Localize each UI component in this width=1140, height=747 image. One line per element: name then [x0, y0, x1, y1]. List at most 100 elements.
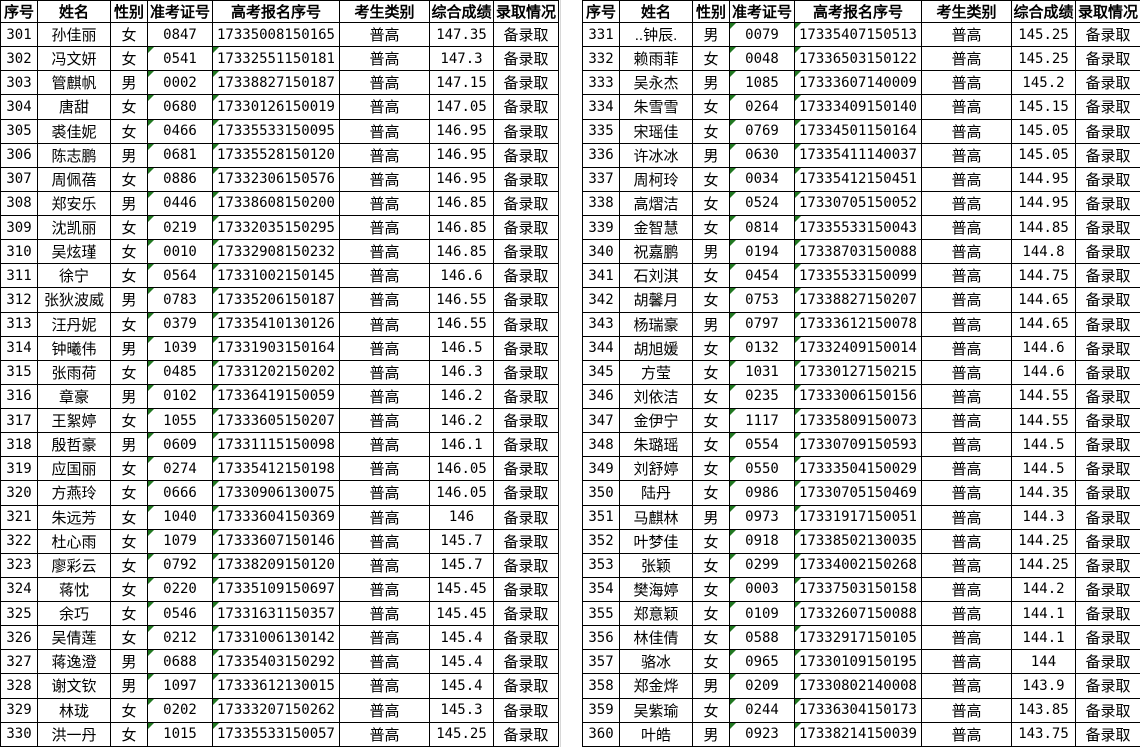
cell-gender[interactable]: 男: [692, 142, 730, 168]
cell-name[interactable]: 朱璐瑶: [619, 432, 693, 458]
cell-name[interactable]: 郑金烨: [619, 673, 693, 699]
cell-ticket[interactable]: 0886: [147, 166, 213, 192]
cell-name[interactable]: 林佳倩: [619, 625, 693, 651]
cell-score[interactable]: 144.85: [1011, 214, 1076, 241]
column-header-name[interactable]: 姓名: [619, 0, 693, 23]
cell-ticket[interactable]: 0814: [729, 214, 795, 241]
cell-reg[interactable]: 17338209150120: [212, 552, 340, 578]
cell-gender[interactable]: 女: [110, 504, 148, 530]
cell-type[interactable]: 普高: [339, 456, 430, 482]
cell-gender[interactable]: 男: [110, 190, 148, 217]
cell-status[interactable]: 备录取: [1075, 166, 1140, 192]
cell-reg[interactable]: 17330126150019: [212, 94, 340, 120]
cell-score[interactable]: 144.5: [1011, 456, 1076, 482]
cell-ticket[interactable]: 0797: [729, 311, 795, 337]
cell-no[interactable]: 304: [0, 94, 38, 120]
cell-gender[interactable]: 女: [110, 625, 148, 651]
cell-score[interactable]: 144.25: [1011, 552, 1076, 578]
cell-status[interactable]: 备录取: [493, 166, 559, 192]
cell-reg[interactable]: 17330705150469: [794, 480, 922, 506]
cell-type[interactable]: 普高: [921, 287, 1012, 313]
cell-no[interactable]: 359: [582, 697, 620, 723]
cell-ticket[interactable]: 0235: [729, 383, 795, 410]
cell-type[interactable]: 普高: [921, 94, 1012, 120]
cell-name[interactable]: 朱远芳: [37, 504, 111, 530]
cell-type[interactable]: 普高: [921, 383, 1012, 410]
cell-status[interactable]: 备录取: [493, 480, 559, 506]
cell-type[interactable]: 普高: [921, 190, 1012, 217]
cell-score[interactable]: 145.3: [429, 697, 494, 723]
column-header-no[interactable]: 序号: [0, 0, 38, 23]
cell-name[interactable]: 刘舒婷: [619, 456, 693, 482]
cell-name[interactable]: 赖雨菲: [619, 46, 693, 72]
cell-type[interactable]: 普高: [339, 311, 430, 337]
cell-ticket[interactable]: 0973: [729, 504, 795, 530]
cell-score[interactable]: 143.85: [1011, 697, 1076, 723]
cell-type[interactable]: 普高: [921, 625, 1012, 651]
cell-gender[interactable]: 女: [110, 407, 148, 434]
cell-type[interactable]: 普高: [339, 46, 430, 72]
cell-gender[interactable]: 女: [692, 528, 730, 554]
cell-score[interactable]: 146.85: [429, 190, 494, 217]
cell-gender[interactable]: 男: [692, 70, 730, 96]
cell-status[interactable]: 备录取: [1075, 576, 1140, 603]
cell-type[interactable]: 普高: [339, 166, 430, 192]
cell-no[interactable]: 332: [582, 46, 620, 72]
cell-score[interactable]: 144.6: [1011, 359, 1076, 385]
cell-name[interactable]: 冯文妍: [37, 46, 111, 72]
cell-type[interactable]: 普高: [339, 335, 430, 361]
cell-score[interactable]: 144.2: [1011, 576, 1076, 603]
cell-ticket[interactable]: 0209: [729, 673, 795, 699]
cell-score[interactable]: 146.95: [429, 166, 494, 192]
cell-name[interactable]: 刘依洁: [619, 383, 693, 410]
cell-ticket[interactable]: 0264: [729, 94, 795, 120]
column-header-score[interactable]: 综合成绩: [429, 0, 494, 23]
cell-gender[interactable]: 男: [692, 673, 730, 699]
cell-no[interactable]: 323: [0, 552, 38, 578]
cell-status[interactable]: 备录取: [493, 142, 559, 168]
cell-status[interactable]: 备录取: [493, 600, 559, 627]
cell-no[interactable]: 342: [582, 287, 620, 313]
cell-no[interactable]: 316: [0, 383, 38, 410]
cell-no[interactable]: 317: [0, 407, 38, 434]
cell-ticket[interactable]: 0220: [147, 576, 213, 603]
cell-reg[interactable]: 17330802140008: [794, 673, 922, 699]
cell-ticket[interactable]: 0564: [147, 263, 213, 289]
cell-score[interactable]: 144.55: [1011, 383, 1076, 410]
cell-name[interactable]: 汪丹妮: [37, 311, 111, 337]
cell-name[interactable]: 金伊宁: [619, 407, 693, 434]
cell-name[interactable]: ..钟辰.: [619, 21, 693, 48]
cell-status[interactable]: 备录取: [493, 383, 559, 410]
cell-status[interactable]: 备录取: [1075, 190, 1140, 217]
column-header-gender[interactable]: 性别: [692, 0, 730, 23]
cell-reg[interactable]: 17335410130126: [212, 311, 340, 337]
cell-status[interactable]: 备录取: [1075, 94, 1140, 120]
cell-name[interactable]: 林珑: [37, 697, 111, 723]
cell-gender[interactable]: 女: [110, 528, 148, 554]
cell-status[interactable]: 备录取: [1075, 359, 1140, 385]
cell-reg[interactable]: 17334002150268: [794, 552, 922, 578]
cell-status[interactable]: 备录取: [493, 649, 559, 675]
cell-no[interactable]: 312: [0, 287, 38, 313]
cell-reg[interactable]: 17332908150232: [212, 239, 340, 265]
cell-no[interactable]: 346: [582, 383, 620, 410]
cell-no[interactable]: 355: [582, 600, 620, 627]
cell-status[interactable]: 备录取: [493, 576, 559, 603]
cell-type[interactable]: 普高: [339, 528, 430, 554]
cell-status[interactable]: 备录取: [493, 190, 559, 217]
cell-status[interactable]: 备录取: [1075, 528, 1140, 554]
cell-name[interactable]: 周柯玲: [619, 166, 693, 192]
cell-status[interactable]: 备录取: [1075, 21, 1140, 48]
cell-status[interactable]: 备录取: [1075, 456, 1140, 482]
cell-score[interactable]: 144.95: [1011, 166, 1076, 192]
cell-name[interactable]: 朱雪雪: [619, 94, 693, 120]
cell-no[interactable]: 306: [0, 142, 38, 168]
cell-no[interactable]: 341: [582, 263, 620, 289]
cell-no[interactable]: 308: [0, 190, 38, 217]
cell-no[interactable]: 339: [582, 214, 620, 241]
cell-no[interactable]: 349: [582, 456, 620, 482]
cell-score[interactable]: 146.55: [429, 287, 494, 313]
cell-gender[interactable]: 女: [110, 576, 148, 603]
cell-name[interactable]: 殷哲豪: [37, 432, 111, 458]
cell-reg[interactable]: 17336304150173: [794, 697, 922, 723]
